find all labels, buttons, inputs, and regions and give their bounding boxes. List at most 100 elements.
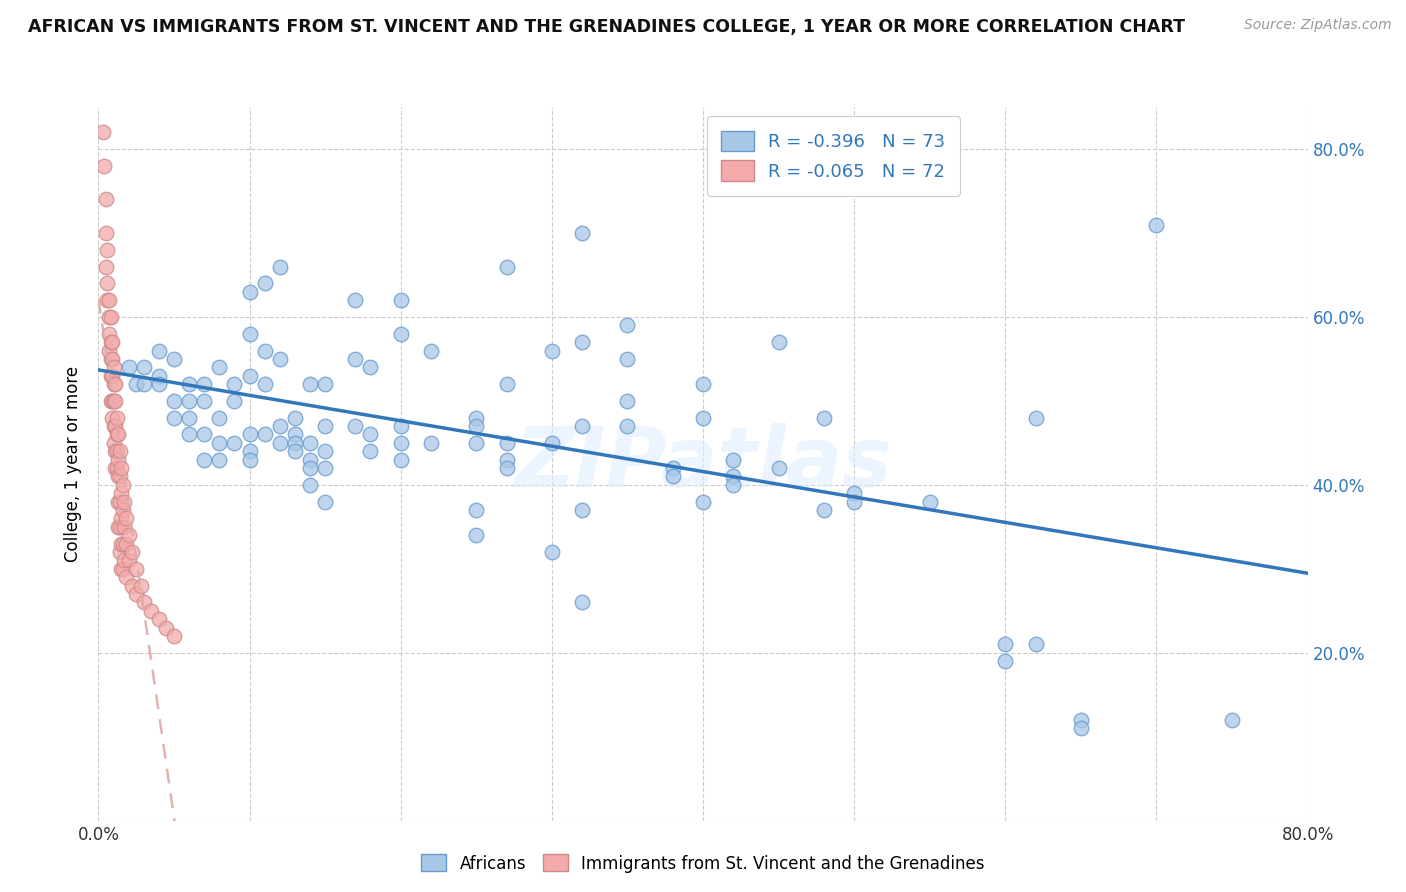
Point — [616, 419, 638, 434]
Point — [269, 351, 291, 366]
Point — [94, 226, 117, 240]
Point — [94, 260, 117, 274]
Point — [100, 393, 122, 408]
Point — [299, 435, 322, 450]
Point — [148, 612, 170, 626]
Point — [94, 193, 117, 207]
Point — [208, 452, 231, 467]
Point — [193, 427, 215, 442]
Point — [118, 553, 141, 567]
Point — [96, 293, 118, 307]
Point — [107, 452, 129, 467]
Point — [239, 427, 262, 442]
Point — [100, 335, 122, 350]
Point — [104, 461, 127, 475]
Point — [540, 343, 562, 358]
Point — [389, 452, 412, 467]
Point — [96, 277, 118, 291]
Point — [269, 435, 291, 450]
Point — [239, 285, 262, 299]
Point — [1144, 218, 1167, 232]
Point — [101, 335, 124, 350]
Point — [103, 377, 125, 392]
Point — [465, 503, 488, 517]
Point — [105, 427, 128, 442]
Point — [224, 435, 246, 450]
Point — [389, 293, 412, 307]
Point — [208, 410, 231, 425]
Point — [1070, 721, 1092, 735]
Point — [121, 578, 143, 592]
Point — [692, 377, 714, 392]
Point — [661, 469, 683, 483]
Point — [284, 444, 307, 458]
Point — [224, 377, 246, 392]
Point — [112, 520, 135, 534]
Point — [253, 377, 276, 392]
Legend: R = -0.396   N = 73, R = -0.065   N = 72: R = -0.396 N = 73, R = -0.065 N = 72 — [707, 116, 960, 195]
Point — [105, 410, 128, 425]
Point — [129, 578, 152, 592]
Point — [118, 528, 141, 542]
Point — [208, 360, 231, 375]
Point — [112, 494, 135, 508]
Point — [148, 368, 170, 383]
Point — [105, 461, 128, 475]
Point — [813, 503, 835, 517]
Point — [114, 536, 136, 550]
Point — [108, 469, 131, 483]
Point — [111, 562, 134, 576]
Point — [108, 494, 131, 508]
Point — [103, 419, 125, 434]
Point — [723, 452, 745, 467]
Point — [125, 562, 148, 576]
Point — [105, 444, 128, 458]
Point — [239, 452, 262, 467]
Point — [110, 461, 132, 475]
Point — [148, 377, 170, 392]
Point — [692, 494, 714, 508]
Point — [111, 503, 134, 517]
Point — [389, 435, 412, 450]
Point — [616, 393, 638, 408]
Point — [994, 654, 1017, 668]
Point — [616, 318, 638, 333]
Point — [208, 435, 231, 450]
Point — [389, 419, 412, 434]
Point — [93, 159, 115, 173]
Point — [918, 494, 941, 508]
Point — [103, 435, 125, 450]
Point — [360, 360, 382, 375]
Point — [1024, 637, 1046, 651]
Point — [163, 629, 186, 643]
Point — [103, 360, 125, 375]
Point — [100, 368, 122, 383]
Point — [1024, 410, 1046, 425]
Point — [101, 393, 124, 408]
Point — [495, 260, 517, 274]
Point — [91, 125, 114, 139]
Point — [125, 377, 148, 392]
Point — [104, 393, 127, 408]
Point — [253, 277, 276, 291]
Point — [465, 435, 488, 450]
Point — [571, 335, 593, 350]
Point — [110, 511, 132, 525]
Point — [495, 461, 517, 475]
Point — [723, 469, 745, 483]
Point — [103, 393, 125, 408]
Point — [163, 393, 186, 408]
Text: Source: ZipAtlas.com: Source: ZipAtlas.com — [1244, 18, 1392, 32]
Point — [111, 536, 134, 550]
Point — [495, 452, 517, 467]
Point — [253, 427, 276, 442]
Point — [495, 435, 517, 450]
Point — [179, 410, 201, 425]
Point — [179, 393, 201, 408]
Point — [571, 503, 593, 517]
Point — [360, 427, 382, 442]
Point — [299, 377, 322, 392]
Point — [269, 260, 291, 274]
Point — [344, 419, 367, 434]
Point — [239, 444, 262, 458]
